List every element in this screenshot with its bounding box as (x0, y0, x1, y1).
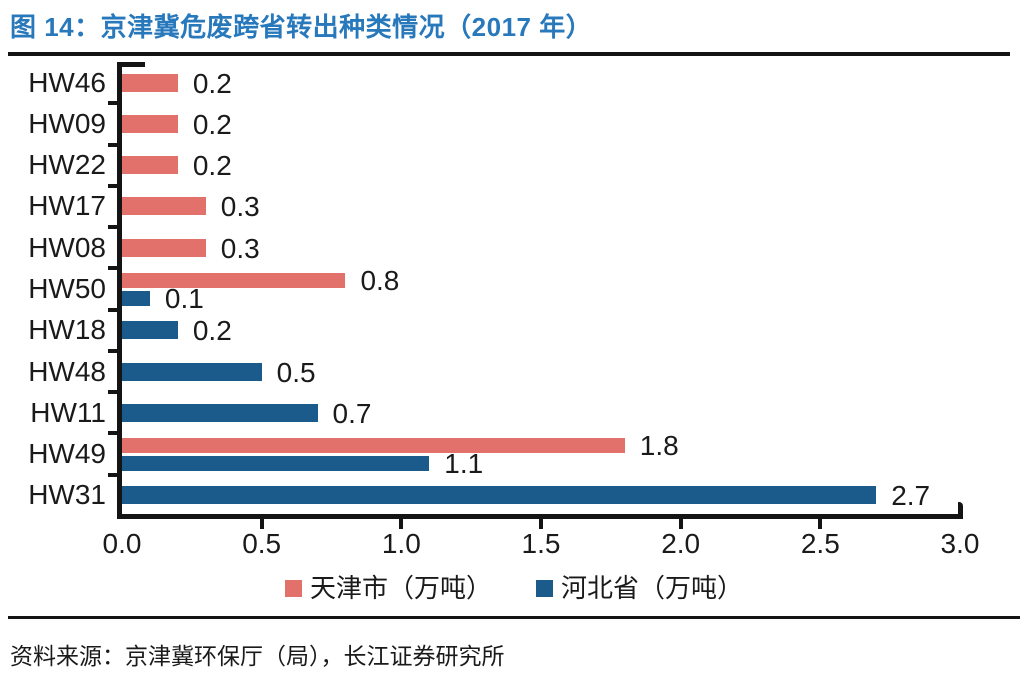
bar-hw46 (122, 73, 178, 92)
bar-hw22 (122, 156, 178, 175)
legend-swatch-icon (536, 579, 553, 597)
y-axis-tick (108, 142, 117, 147)
x-axis-tick (259, 519, 264, 529)
value-label-hw18: 0.2 (192, 315, 232, 347)
y-axis-tick (108, 431, 117, 436)
y-axis-line (117, 62, 122, 519)
category-label-hw46: HW46 (28, 66, 106, 98)
y-axis-tick (108, 183, 117, 188)
legend-item: 天津市（万吨） (284, 573, 492, 603)
x-axis-tick-label: 0.0 (102, 528, 142, 559)
title-divider (8, 52, 1010, 56)
legend-item: 河北省（万吨） (536, 575, 743, 601)
source-note: 资料来源：京津冀环保厅（局），长江证券研究所 (10, 643, 505, 669)
value-label-hw50: 0.1 (164, 283, 204, 314)
x-axis-tick-label: 3.0 (940, 528, 980, 559)
category-label-hw08: HW08 (28, 231, 106, 263)
legend-label: 河北省（万吨） (561, 573, 744, 603)
footer-divider (8, 616, 1020, 619)
x-axis-tick-label: 0.5 (242, 528, 282, 559)
x-axis-tick (678, 519, 683, 529)
bar-hw31 (122, 486, 877, 505)
value-label-hw50: 0.8 (360, 265, 400, 296)
x-axis-tick (539, 519, 543, 529)
category-label-hw50: HW50 (28, 273, 106, 304)
legend-swatch-icon (284, 579, 302, 597)
value-label-hw17: 0.3 (220, 191, 260, 223)
y-axis-tick (108, 390, 117, 395)
bar-hw09 (122, 114, 178, 133)
x-axis-tick-label: 2.5 (800, 528, 840, 559)
x-axis-tick-label: 1.5 (521, 528, 561, 559)
value-label-hw48: 0.5 (276, 356, 316, 388)
bar-hw48 (122, 362, 262, 381)
legend-label: 天津市（万吨） (309, 573, 492, 603)
y-axis-top-stub (117, 62, 145, 67)
value-label-hw49: 1.1 (444, 448, 484, 480)
x-axis-end-stub (958, 502, 963, 516)
x-axis-tick-label: 1.0 (381, 528, 421, 559)
x-axis-line (117, 514, 963, 519)
y-axis-tick (108, 101, 117, 106)
category-label-hw22: HW22 (28, 149, 106, 181)
category-label-hw11: HW11 (30, 396, 106, 428)
figure-title: 图 14：京津冀危废跨省转出种类情况（2017 年） (10, 12, 593, 42)
bar-hw50 (122, 290, 150, 306)
bar-hw08 (122, 238, 206, 257)
value-label-hw08: 0.3 (220, 232, 260, 264)
bar-hw49 (122, 437, 625, 453)
category-label-hw31: HW31 (28, 479, 106, 511)
bar-hw50 (122, 272, 346, 288)
category-label-hw17: HW17 (28, 190, 106, 222)
bar-hw11 (122, 403, 318, 422)
chart-legend: 天津市（万吨） 河北省（万吨） (0, 575, 1028, 601)
bar-hw49 (122, 455, 430, 471)
y-axis-tick (108, 472, 117, 477)
value-label-hw11: 0.7 (332, 397, 372, 429)
category-label-hw09: HW09 (28, 107, 106, 139)
value-label-hw31: 2.7 (891, 480, 931, 512)
value-label-hw46: 0.2 (192, 67, 232, 99)
value-label-hw09: 0.2 (192, 108, 232, 140)
bar-hw18 (122, 321, 178, 340)
category-label-hw18: HW18 (28, 314, 106, 346)
bar-hw17 (122, 197, 206, 216)
y-axis-tick (108, 348, 117, 353)
category-label-hw49: HW49 (28, 438, 106, 470)
y-axis-tick (108, 307, 117, 312)
y-axis-tick (108, 266, 117, 271)
x-axis-tick-label: 2.0 (661, 528, 701, 559)
y-axis-tick (108, 225, 117, 230)
value-label-hw49: 1.8 (639, 430, 679, 462)
x-axis-tick (399, 519, 404, 529)
x-axis-tick (818, 519, 823, 529)
value-label-hw22: 0.2 (192, 150, 232, 182)
category-label-hw48: HW48 (28, 355, 106, 387)
